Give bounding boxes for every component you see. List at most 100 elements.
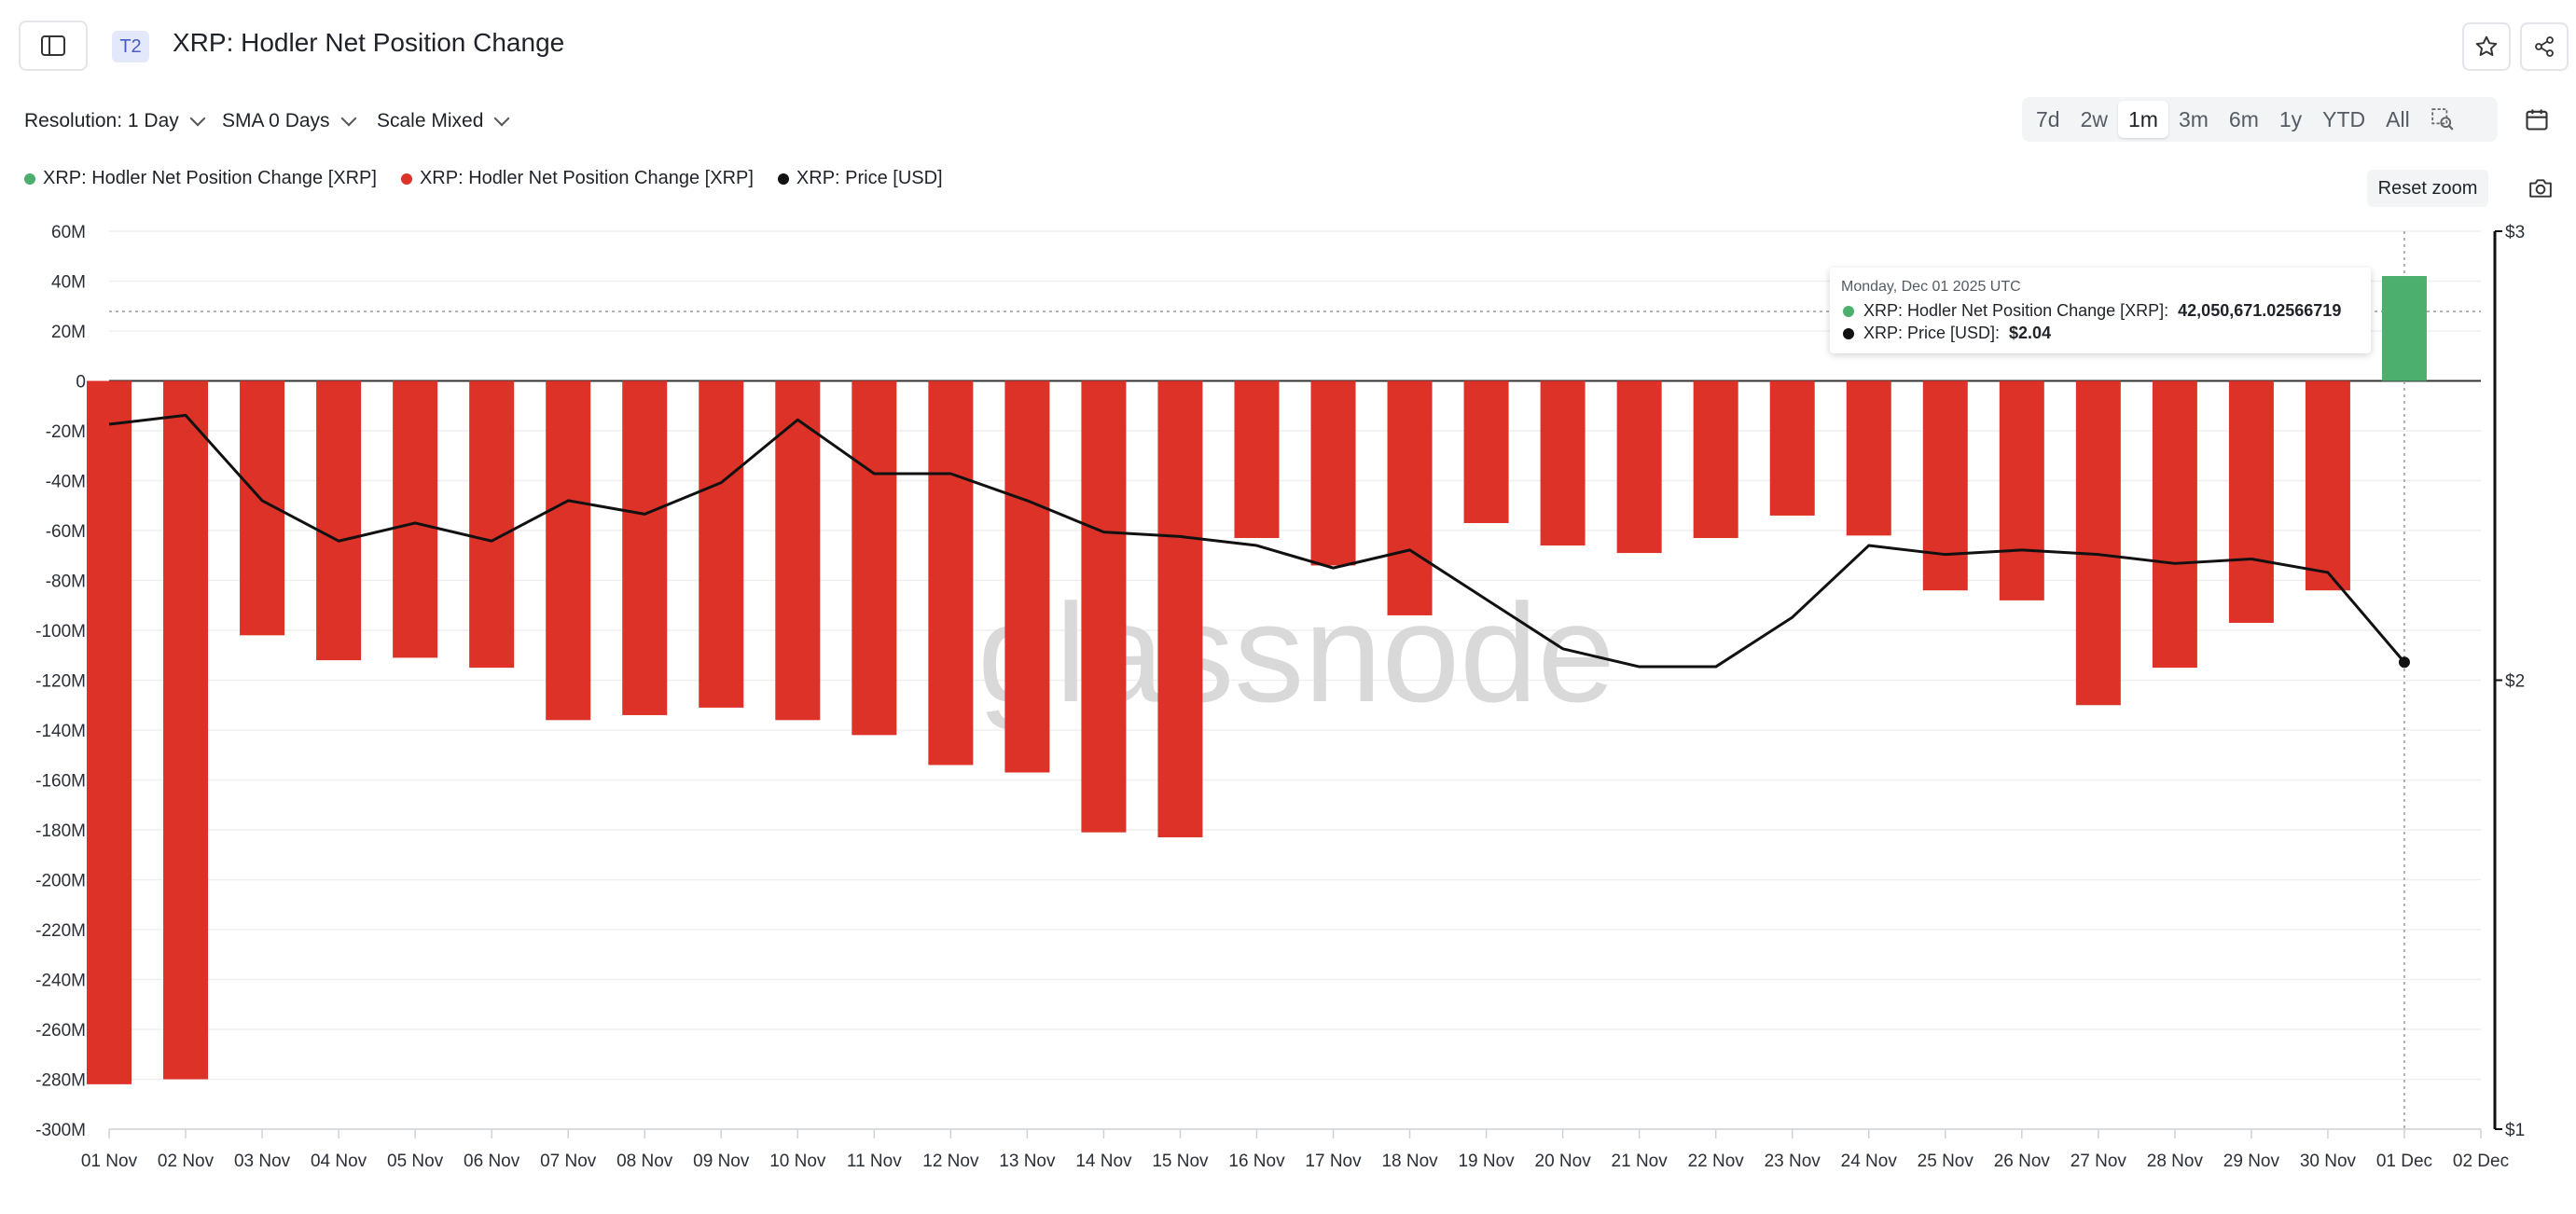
- bar-21-nov[interactable]: [1616, 380, 1662, 554]
- star-icon: [2475, 35, 2498, 56]
- bar-01-dec[interactable]: [2381, 276, 2427, 381]
- bar-05-nov[interactable]: [393, 380, 438, 658]
- bar-02-nov[interactable]: [163, 380, 209, 1080]
- tooltip-row-price: XRP: Price [USD]: $2.04: [1843, 324, 2051, 343]
- watermark: glassnode: [977, 574, 1615, 731]
- bar-12-nov[interactable]: [928, 380, 974, 766]
- range-7d-button[interactable]: 7d: [2036, 106, 2060, 131]
- y-tick-label: -300M: [35, 1121, 86, 1140]
- price-point-highlight: [2398, 656, 2410, 669]
- bar-23-nov[interactable]: [1769, 380, 1815, 516]
- x-tick-label: 15 Nov: [1152, 1152, 1209, 1171]
- bar-28-nov[interactable]: [2152, 380, 2197, 669]
- legend-item-price[interactable]: XRP: Price [USD]: [777, 168, 943, 189]
- bar-29-nov[interactable]: [2228, 380, 2274, 623]
- x-tick-label: 06 Nov: [464, 1152, 520, 1171]
- x-tick-label: 02 Dec: [2453, 1152, 2509, 1171]
- bar-27-nov[interactable]: [2075, 380, 2121, 706]
- x-tick-label: 11 Nov: [847, 1152, 902, 1171]
- bar-25-nov[interactable]: [1922, 380, 1968, 591]
- scale-select[interactable]: Scale Mixed: [377, 106, 510, 136]
- tooltip-dot: [1843, 327, 1854, 339]
- x-tick-label: 05 Nov: [387, 1152, 444, 1171]
- bar-22-nov[interactable]: [1693, 380, 1738, 539]
- y-tick-label: -280M: [35, 1071, 86, 1091]
- sidebar-icon: [41, 35, 65, 56]
- legend-item-negative[interactable]: XRP: Hodler Net Position Change [XRP]: [400, 168, 754, 189]
- bar-10-nov[interactable]: [775, 380, 821, 721]
- bar-13-nov[interactable]: [1004, 380, 1050, 773]
- y-tick-label: 0: [76, 373, 86, 393]
- x-tick-label: 28 Nov: [2147, 1152, 2204, 1171]
- bar-08-nov[interactable]: [622, 380, 668, 715]
- share-button[interactable]: [2520, 22, 2569, 71]
- x-tick-label: 10 Nov: [769, 1152, 826, 1171]
- tooltip-label: XRP: Price [USD]:: [1863, 324, 2001, 342]
- x-tick-label: 01 Dec: [2376, 1152, 2432, 1171]
- bar-11-nov[interactable]: [852, 380, 897, 736]
- y-tick-label: -220M: [35, 921, 86, 941]
- chart-tooltip: Monday, Dec 01 2025 UTC XRP: Hodler Net …: [1830, 268, 2371, 353]
- y2-tick-label: $2: [2505, 672, 2525, 692]
- bar-01-nov[interactable]: [87, 380, 132, 1084]
- bar-06-nov[interactable]: [469, 380, 515, 669]
- y-tick-label: 40M: [51, 273, 86, 293]
- price-line[interactable]: [108, 413, 2406, 669]
- x-tick-label: 23 Nov: [1765, 1152, 1821, 1171]
- bar-07-nov[interactable]: [546, 380, 591, 721]
- x-tick-label: 22 Nov: [1688, 1152, 1745, 1171]
- x-tick-label: 18 Nov: [1381, 1152, 1438, 1171]
- x-tick-label: 01 Nov: [81, 1152, 138, 1171]
- bar-17-nov[interactable]: [1310, 380, 1356, 566]
- x-tick-label: 26 Nov: [1994, 1152, 2051, 1171]
- share-icon: [2535, 36, 2554, 57]
- bar-24-nov[interactable]: [1846, 380, 1891, 536]
- tier-badge: T2: [112, 31, 149, 62]
- screenshot-button[interactable]: [2522, 172, 2559, 205]
- legend-item-positive[interactable]: XRP: Hodler Net Position Change [XRP]: [24, 168, 377, 189]
- time-range-selector: 7d 2w 1m 3m 6m 1y YTD All: [2022, 97, 2498, 142]
- price-series: [108, 413, 2410, 669]
- x-tick-label: 07 Nov: [540, 1152, 597, 1171]
- resolution-select[interactable]: Resolution: 1 Day: [24, 106, 206, 136]
- y-tick-label: 20M: [51, 323, 86, 342]
- header-bar: T2 XRP: Hodler Net Position Change: [0, 0, 2576, 93]
- bar-26-nov[interactable]: [1999, 380, 2044, 600]
- bar-09-nov[interactable]: [699, 380, 744, 708]
- x-tick-label: 03 Nov: [234, 1152, 291, 1171]
- reset-zoom-button[interactable]: Reset zoom: [2367, 170, 2488, 207]
- favorite-button[interactable]: [2462, 22, 2511, 71]
- sidebar-toggle-button[interactable]: [19, 21, 88, 71]
- page-title: XRP: Hodler Net Position Change: [173, 28, 565, 57]
- range-1m-button[interactable]: 1m: [2118, 101, 2168, 138]
- tooltip-date: Monday, Dec 01 2025 UTC: [1841, 279, 2021, 295]
- x-tick-label: 12 Nov: [922, 1152, 979, 1171]
- bar-14-nov[interactable]: [1081, 380, 1127, 833]
- bar-04-nov[interactable]: [316, 380, 362, 661]
- date-picker-button[interactable]: [2514, 97, 2559, 142]
- bar-30-nov[interactable]: [2305, 380, 2350, 591]
- bar-18-nov[interactable]: [1387, 380, 1433, 615]
- tooltip-value: $2.04: [2009, 324, 2052, 342]
- zoom-select-button[interactable]: [2420, 101, 2465, 138]
- bar-19-nov[interactable]: [1463, 380, 1509, 523]
- resolution-label: Resolution: 1 Day: [24, 110, 179, 131]
- range-ytd-button[interactable]: YTD: [2322, 106, 2366, 131]
- chart-axes: 60M 40M 20M 0 -20M -40M -60M -80M -100M -120M -140…: [35, 223, 2525, 1171]
- scale-label: Scale Mixed: [377, 110, 484, 131]
- range-2w-button[interactable]: 2w: [2080, 106, 2108, 131]
- bar-15-nov[interactable]: [1157, 380, 1203, 838]
- sma-select[interactable]: SMA 0 Days: [222, 106, 357, 136]
- range-3m-button[interactable]: 3m: [2178, 106, 2209, 131]
- chart-legend: XRP: Hodler Net Position Change [XRP] XR…: [24, 168, 943, 189]
- x-tick-label: 30 Nov: [2300, 1152, 2357, 1171]
- x-tick-label: 13 Nov: [999, 1152, 1056, 1171]
- bar-20-nov[interactable]: [1540, 380, 1586, 546]
- range-1y-button[interactable]: 1y: [2278, 106, 2303, 131]
- legend-label: XRP: Hodler Net Position Change [XRP]: [43, 168, 377, 188]
- legend-label: XRP: Hodler Net Position Change [XRP]: [419, 168, 754, 188]
- range-6m-button[interactable]: 6m: [2228, 106, 2259, 131]
- bar-16-nov[interactable]: [1234, 380, 1280, 539]
- range-all-button[interactable]: All: [2386, 106, 2410, 131]
